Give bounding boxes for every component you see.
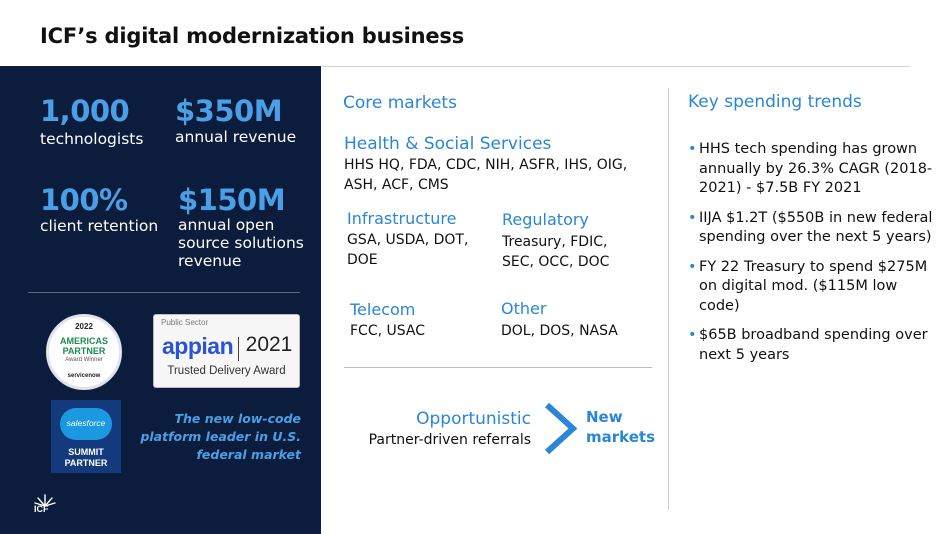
telecom-title: Telecom: [350, 300, 416, 319]
stat-retention-value: 100%: [40, 183, 128, 217]
appian-logo: appian: [162, 333, 234, 359]
trends-list: • HHS tech spending has grown annually by…: [688, 140, 938, 375]
badge-line-americas: AMERICAS: [59, 336, 108, 346]
column-divider: [668, 88, 669, 510]
icf-burst-icon: [34, 494, 56, 507]
appian-award-badge: Public Sector appian 2021 Trusted Delive…: [153, 314, 300, 388]
appian-award-year: 2021: [245, 333, 293, 356]
opportunistic-title: Opportunistic: [416, 409, 531, 429]
regulatory-agencies: Treasury, FDIC, SEC, OCC, DOC: [502, 234, 610, 270]
trend-text: HHS tech spending has grown annually by …: [699, 141, 933, 196]
icf-logo-text: ICF: [34, 504, 49, 514]
bullet-icon: •: [688, 327, 697, 343]
trend-item: • $65B broadband spending over next 5 yea…: [688, 326, 938, 365]
servicenow-logo: servicenow: [67, 373, 101, 379]
stat-revenue-label: annual revenue: [175, 128, 297, 146]
regulatory-title: Regulatory: [502, 210, 589, 229]
trend-item: • IIJA $1.2T ($550B in new federal spendi…: [688, 209, 938, 248]
health-agencies: HHS HQ, FDA, CDC, NIH, ASFR, IHS, OIG, A…: [344, 157, 628, 193]
other-title: Other: [501, 299, 547, 318]
stat-technologists-value: 1,000: [40, 94, 130, 128]
stat-retention-label: client retention: [40, 217, 159, 235]
stat-open-source-value: $150M: [178, 183, 286, 217]
stat-revenue-value: $350M: [175, 94, 283, 128]
appian-sector-label: Public Sector: [161, 318, 209, 327]
servicenow-partner-badge: 2022 AMERICAS PARTNER Award Winner servi…: [46, 314, 122, 390]
salesforce-summit-badge: salesforce SUMMIT PARTNER: [51, 400, 121, 473]
trend-text: $65B broadband spending over next 5 year…: [699, 327, 928, 363]
salesforce-line-partner: PARTNER: [64, 458, 108, 468]
badge-year: 2022: [75, 322, 93, 331]
other-agencies: DOL, DOS, NASA: [501, 323, 618, 339]
appian-separator: [238, 337, 239, 361]
telecom-agencies: FCC, USAC: [350, 323, 426, 339]
core-markets-heading: Core markets: [343, 93, 457, 113]
trend-item: • HHS tech spending has grown annually by…: [688, 140, 938, 199]
new-markets-label: New markets: [586, 408, 655, 446]
salesforce-cloud-icon: salesforce: [60, 408, 112, 440]
icf-logo: ICF: [34, 492, 62, 514]
opportunistic-body: Partner-driven referrals: [368, 432, 531, 448]
trend-text: FY 22 Treasury to spend $275M on digital…: [699, 258, 928, 314]
panel-divider: [28, 292, 300, 293]
bullet-icon: •: [688, 209, 697, 226]
page-title: ICF’s digital modernization business: [40, 24, 465, 48]
stat-open-source-label: annual open source solutions revenue: [178, 216, 304, 270]
core-markets-divider: [344, 367, 652, 368]
low-code-quote: The new low-code platform leader in U.S.…: [140, 411, 301, 462]
trend-item: • FY 22 Treasury to spend $275M on digita…: [688, 258, 938, 317]
chevron-right-icon: [543, 402, 578, 455]
infrastructure-agencies: GSA, USDA, DOT, DOE: [347, 232, 469, 268]
infrastructure-title: Infrastructure: [347, 209, 457, 228]
appian-award-name: Trusted Delivery Award: [167, 365, 286, 377]
health-title: Health & Social Services: [344, 134, 552, 154]
salesforce-logo: salesforce: [66, 418, 106, 428]
salesforce-line-summit: SUMMIT: [68, 447, 104, 457]
bullet-icon: •: [688, 258, 697, 275]
trend-text: IIJA $1.2T ($550B in new federal spendin…: [699, 209, 933, 246]
badge-line-partner: PARTNER: [62, 346, 106, 356]
badge-line-award-winner: Award Winner: [65, 357, 103, 363]
stat-technologists-label: technologists: [40, 130, 144, 148]
bullet-icon: •: [688, 141, 697, 157]
trends-heading: Key spending trends: [688, 92, 862, 112]
title-divider: [322, 66, 910, 67]
